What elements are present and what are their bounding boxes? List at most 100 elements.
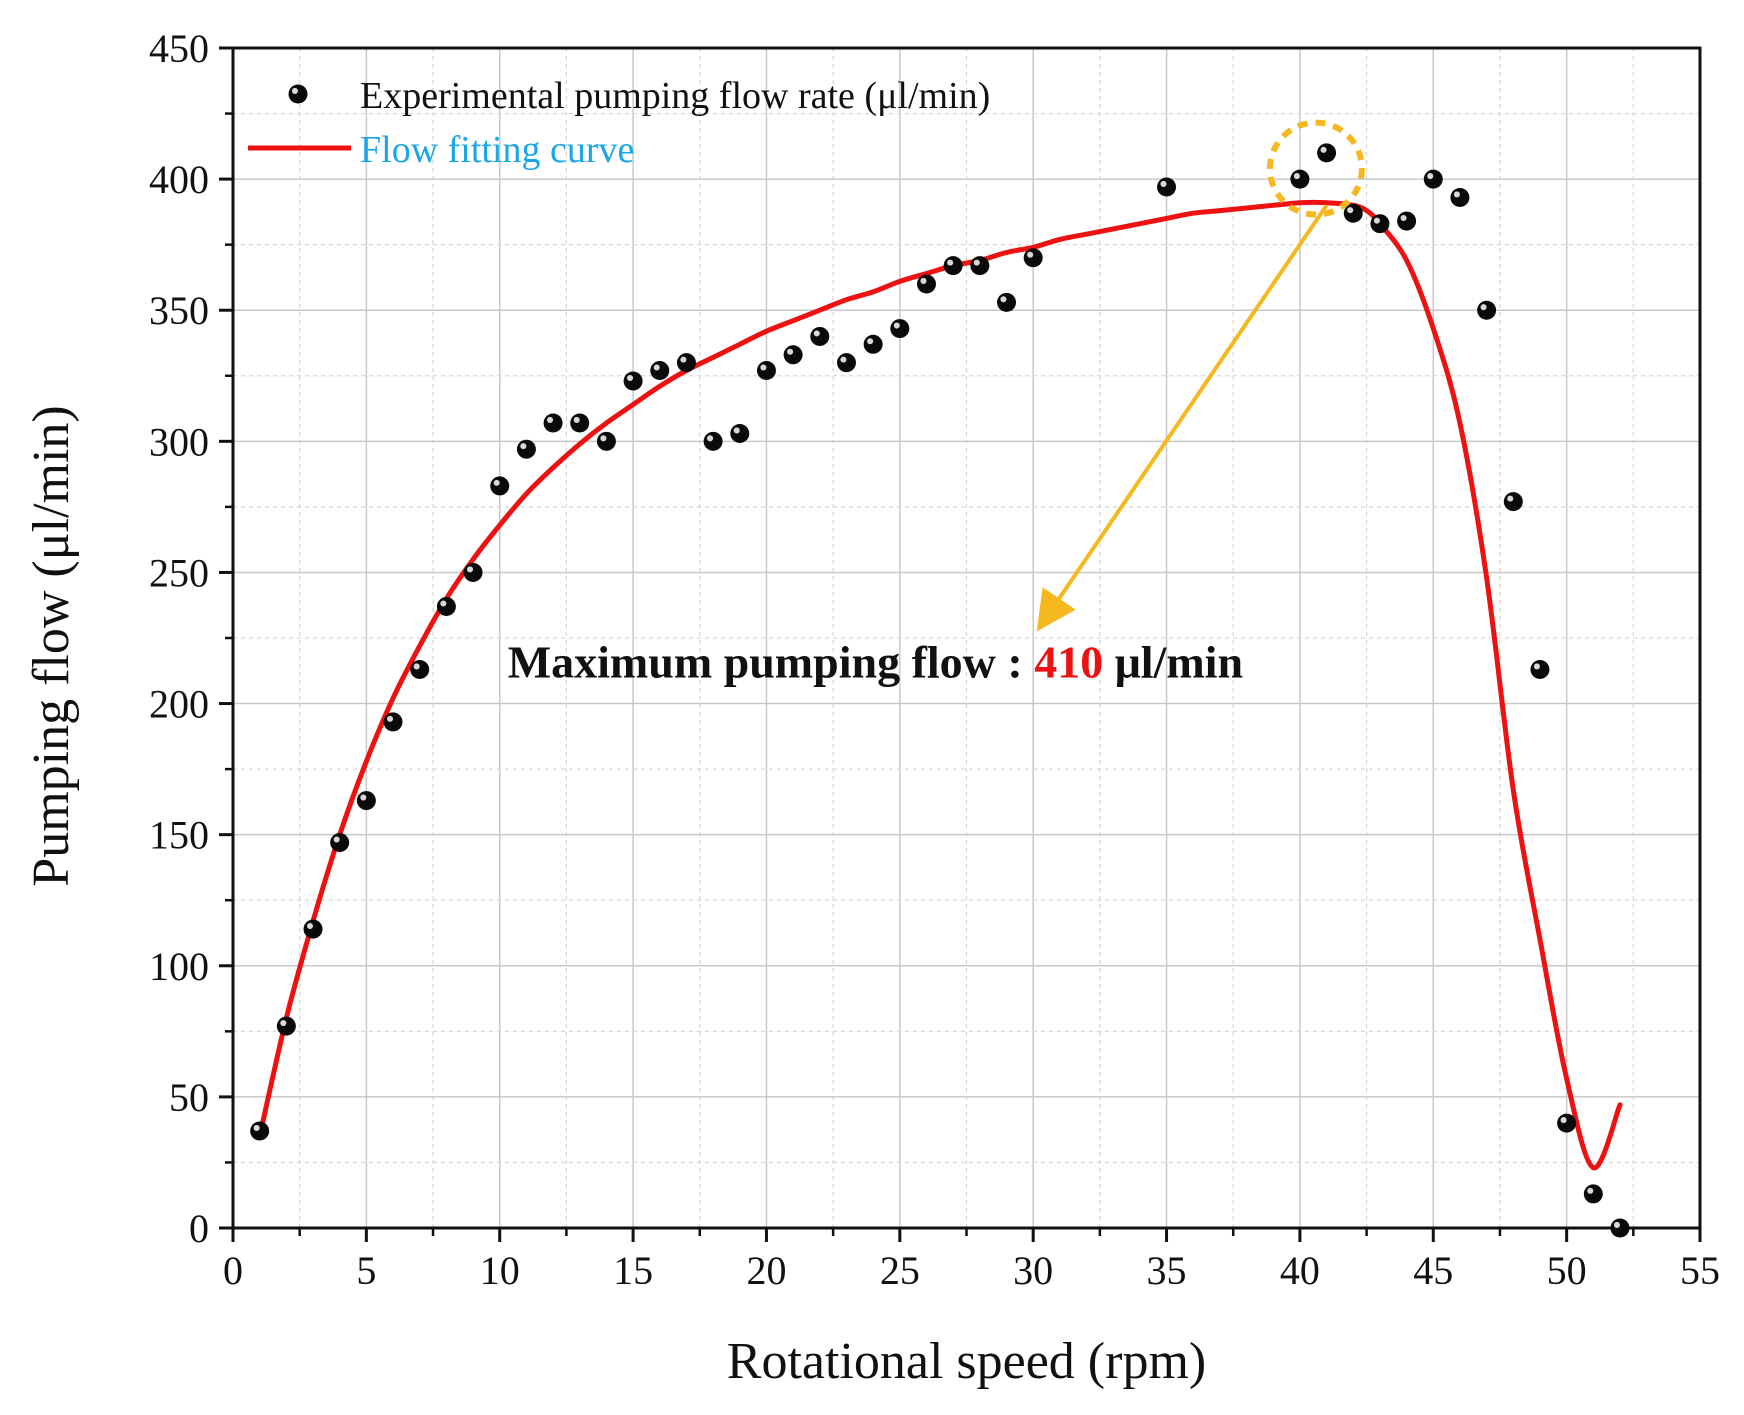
data-point-body [810, 326, 830, 346]
data-point-shine [413, 663, 420, 670]
data-point-shine [627, 374, 634, 382]
data-point-body [1423, 169, 1443, 189]
data-point-body [330, 833, 350, 853]
data-point-shine [600, 435, 607, 442]
data-point [490, 476, 510, 496]
data-point-shine [520, 443, 527, 450]
data-point-shine [1587, 1187, 1594, 1194]
data-point [1370, 214, 1390, 234]
max-highlight-circle [1266, 119, 1365, 218]
data-point-body [1370, 214, 1390, 234]
data-point-body [1023, 248, 1043, 268]
data-point [356, 791, 376, 811]
data-point-body [303, 919, 323, 939]
y-tick-label: 150 [149, 813, 209, 858]
data-point [1157, 177, 1177, 197]
data-point [703, 431, 723, 451]
data-point-body [543, 413, 563, 433]
y-tick-label: 200 [149, 682, 209, 727]
data-point-body [596, 431, 616, 451]
data-point-shine [1400, 214, 1407, 222]
annotation-value: 410 [1034, 636, 1103, 687]
x-tick-label: 45 [1413, 1248, 1453, 1293]
y-tick-label: 300 [149, 419, 209, 464]
data-point-body [410, 659, 430, 679]
data-point [516, 439, 536, 459]
data-point [1023, 248, 1043, 268]
data-point-body [1503, 492, 1523, 512]
data-point-shine [1160, 180, 1167, 187]
y-tick-label: 0 [189, 1206, 209, 1251]
data-point [596, 431, 616, 451]
x-tick-label: 10 [480, 1248, 520, 1293]
data-point [1503, 492, 1523, 512]
data-point-body [570, 413, 590, 433]
data-point [970, 256, 990, 276]
data-point-shine [493, 479, 500, 486]
data-point [676, 353, 696, 373]
data-point-shine [920, 277, 927, 284]
data-point-body [863, 334, 883, 354]
y-tick-label: 250 [149, 550, 209, 595]
data-point-body [463, 562, 483, 582]
data-point [730, 423, 750, 443]
data-point [836, 353, 856, 373]
data-point-shine [893, 322, 900, 329]
x-tick-label: 15 [613, 1248, 653, 1293]
data-point-body [997, 292, 1017, 312]
data-point-shine [1560, 1117, 1567, 1124]
data-point-body [1557, 1113, 1577, 1133]
data-point [383, 712, 403, 732]
data-point [1343, 203, 1363, 223]
data-point-shine [440, 600, 447, 607]
data-point-body [1157, 177, 1177, 197]
data-point [1397, 211, 1417, 231]
data-point [943, 256, 963, 276]
axes [219, 46, 1702, 1242]
annotation: Maximum pumping flow : 410 μl/min [508, 119, 1365, 687]
tick-labels: 0 5 10 15 20 25 30 35 40 45 50 55 0 50 100 150 200 250 300… [149, 26, 1720, 1293]
data-point [1610, 1218, 1630, 1238]
data-point [276, 1016, 296, 1036]
scatter-points [250, 143, 1630, 1238]
data-point-shine [813, 330, 820, 337]
data-point-shine [707, 435, 714, 442]
data-point-body [783, 345, 803, 365]
y-axis-title: Pumping flow (μl/min) [23, 405, 80, 886]
data-point-shine [1000, 296, 1007, 303]
data-point-body [1450, 187, 1470, 207]
data-point [463, 562, 483, 582]
data-point-body [970, 256, 990, 276]
data-point-body [623, 371, 643, 391]
data-point [623, 371, 643, 391]
legend-marker-scatter [288, 84, 308, 104]
data-point-shine [760, 364, 767, 371]
grid [233, 48, 1700, 1228]
data-point-shine [1027, 251, 1034, 258]
y-tick-label: 400 [149, 157, 209, 202]
data-point-body [916, 274, 936, 294]
legend-label-line: Flow fitting curve [360, 129, 634, 171]
data-point-body [943, 256, 963, 276]
data-point-body [650, 361, 670, 381]
data-point-shine [333, 836, 340, 843]
data-point [1290, 169, 1310, 189]
data-point-shine [1480, 304, 1487, 311]
data-point [1317, 143, 1337, 163]
data-point-shine [1373, 217, 1380, 224]
data-point-shine [253, 1124, 260, 1131]
data-point [250, 1121, 270, 1141]
data-point-shine [573, 416, 580, 423]
data-point-shine [360, 794, 367, 801]
data-point [863, 334, 883, 354]
x-tick-label: 0 [223, 1248, 243, 1293]
data-point-shine [947, 259, 954, 266]
data-point-shine [680, 356, 687, 363]
annotation-suffix: μl/min [1103, 636, 1243, 687]
data-point-body [383, 712, 403, 732]
annotation-arrow [1036, 204, 1329, 632]
data-point-shine [306, 922, 314, 930]
legend-scatter-dot-shine [291, 87, 298, 94]
data-point [410, 659, 430, 679]
data-point-body [836, 353, 856, 373]
